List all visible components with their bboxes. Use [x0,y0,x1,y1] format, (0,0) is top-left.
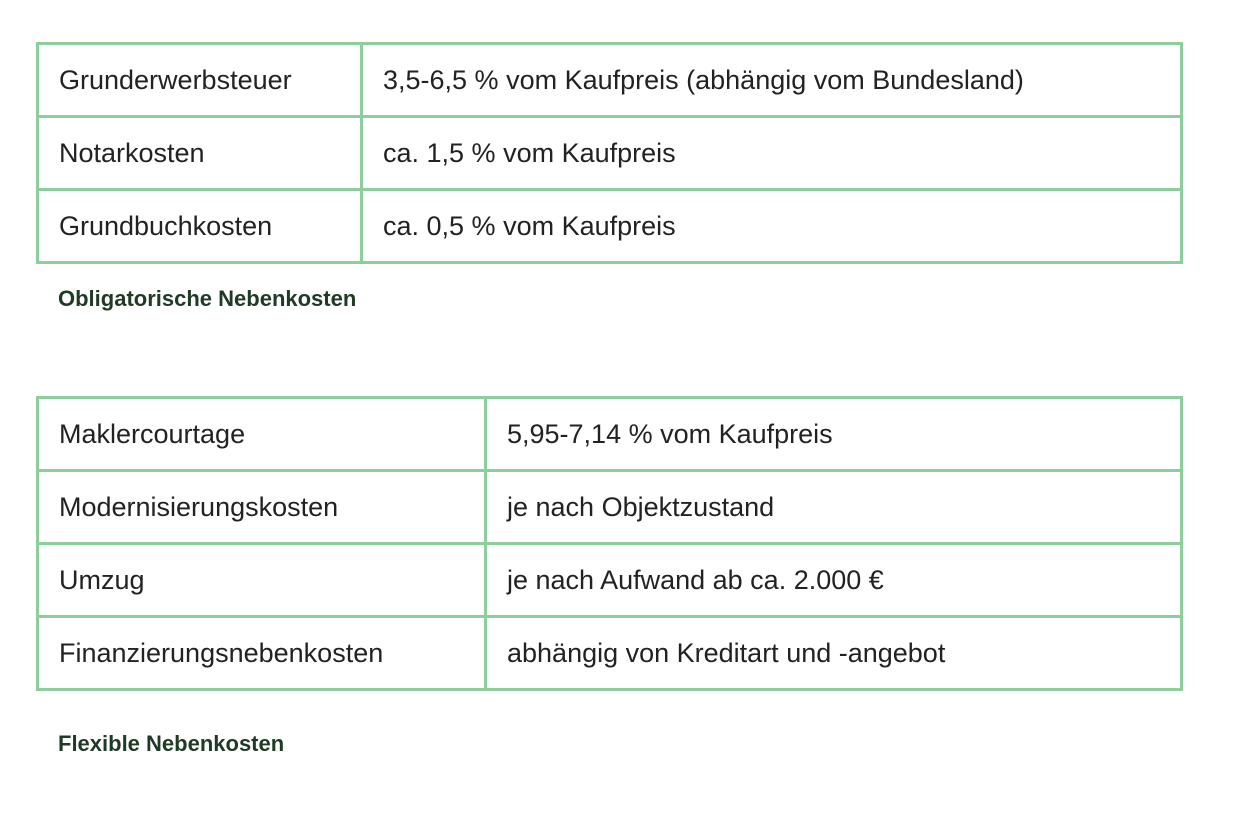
table-cell: 3,5-6,5 % vom Kaufpreis (abhängig vom Bu… [360,42,1183,118]
table-row: Grundbuchkosten ca. 0,5 % vom Kaufpreis [36,188,1183,264]
table-row: Modernisierungskosten je nach Objektzusta… [36,469,1183,545]
caption: Flexible Nebenkosten [58,731,285,756]
table-row: Notarkosten ca. 1,5 % vom Kaufpreis [36,115,1183,191]
table-cell: Umzug [36,542,487,618]
table-row: Grunderwerbsteuer 3,5-6,5 % vom Kaufpreis… [36,42,1183,118]
table-row: Umzug je nach Aufwand ab ca. 2.000 € [36,542,1183,618]
table-cell: ca. 0,5 % vom Kaufpreis [360,188,1183,264]
table-cell: ca. 1,5 % vom Kaufpreis [360,115,1183,191]
table-cell: Notarkosten [36,115,363,191]
table-cell: Finanzierungsnebenkosten [36,615,487,691]
table-cell: abhängig von Kreditart und -angebot [484,615,1183,691]
table-cell: je nach Objektzustand [484,469,1183,545]
table-cell: je nach Aufwand ab ca. 2.000 € [484,542,1183,618]
table-row: Finanzierungsnebenkosten abhängig von Kre… [36,615,1183,691]
table-row: Maklercourtage 5,95-7,14 % vom Kaufpreis [36,396,1183,472]
caption: Obligatorische Nebenkosten [58,286,357,311]
table-cell: Maklercourtage [36,396,487,472]
table-cell: 5,95-7,14 % vom Kaufpreis [484,396,1183,472]
table-cell: Grundbuchkosten [36,188,363,264]
table: Maklercourtage 5,95-7,14 % vom Kaufpreis M… [36,396,1183,691]
table: Grunderwerbsteuer 3,5-6,5 % vom Kaufpreis… [36,42,1183,264]
table-cell: Grunderwerbsteuer [36,42,363,118]
table-block: Grunderwerbsteuer 3,5-6,5 % vom Kaufpreis… [36,42,1183,312]
table-cell: Modernisierungskosten [36,469,487,545]
table-block: Maklercourtage 5,95-7,14 % vom Kaufpreis M… [36,396,1183,757]
